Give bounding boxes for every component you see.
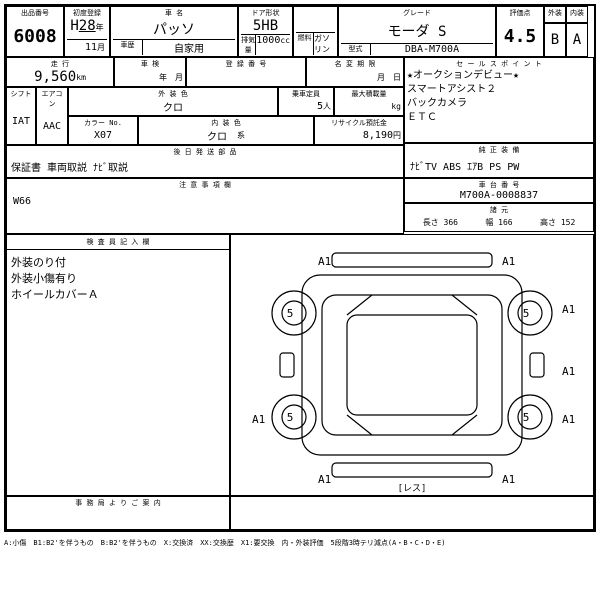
svg-text:5: 5 [523,411,530,424]
svg-text:5: 5 [287,307,294,320]
score: 4.5 [499,18,541,55]
svg-text:5: 5 [523,307,530,320]
color-no: X07 [71,128,135,143]
documents: 保証書 車両取説 ﾅﾋﾞ取説 [9,157,401,176]
recycle: 8,190 [363,130,393,141]
svg-text:A1: A1 [562,413,575,426]
reg-year: 28 [79,18,96,34]
usage: 自家用 [143,40,235,55]
dimensions: 長さ 366 幅 166 高さ 152 [407,215,591,230]
notice-text: W66 [9,190,401,232]
sales-points: ★オークションデビュー★ スマートアシスト２ バックカメラ ＥＴＣ [407,69,591,125]
ac: AAC [39,109,65,143]
lot-number: 6008 [9,18,61,55]
svg-text:[レス]: [レス] [398,484,427,494]
int-color: クロ [207,128,227,143]
shift: IAT [9,99,33,143]
footer-legend: A:小傷 B1:B2'を伴うもの B:B2'を伴うもの X:交換済 XX:交換歴… [0,536,600,550]
ext-score: B [547,25,563,55]
model-code: DBA-M700A [371,44,493,55]
inspector-notes: 外装のり付 外装小傷有り ホイールカバーＡ [7,250,229,306]
first-reg-label: 初度登録 [67,8,107,18]
auction-sheet: 出品番号 6008 初度登録 H 28 年 11 月 車 名 パッソ 車歴 自家… [4,4,596,532]
equipment: ﾅﾋﾞTV ABS ｴｱB PS PW [407,155,591,176]
svg-text:A1: A1 [252,413,265,426]
svg-text:5: 5 [287,411,294,424]
car-name-label: 車 名 [113,8,235,18]
svg-text:A1: A1 [318,255,331,268]
svg-text:A1: A1 [562,303,575,316]
car-name: パッソ [113,18,235,39]
reg-month: 11 [85,42,97,53]
svg-text:A1: A1 [502,255,515,268]
fuel: ガソリン [314,33,335,55]
lot-label: 出品番号 [9,8,61,18]
svg-text:A1: A1 [318,473,331,486]
svg-text:A1: A1 [562,365,575,378]
car-diagram: A1 A1 A1 A1 A1 A1 A1 A1 5 5 5 5 [レス] [230,234,594,496]
door-type: 5HB [241,18,290,34]
era: H [70,18,78,34]
header-row: 出品番号 6008 初度登録 H 28 年 11 月 車 名 パッソ 車歴 自家… [6,6,594,57]
ext-color: クロ [71,99,275,114]
chassis-no: M700A-0008837 [407,190,591,201]
int-score: A [569,25,585,55]
svg-text:A1: A1 [502,473,515,486]
cc: 1000 [256,35,280,46]
grade: モーダ S [341,18,493,43]
mileage: 9,560 [34,69,76,85]
